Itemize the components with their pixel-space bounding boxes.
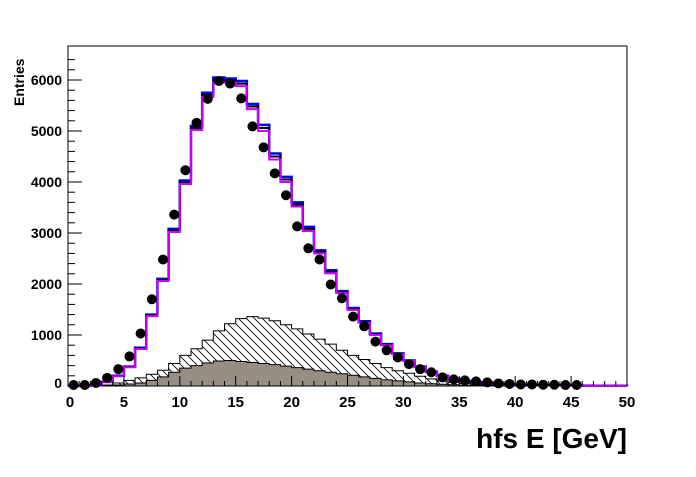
data-point xyxy=(560,379,571,390)
x-tick-label: 45 xyxy=(563,394,580,411)
data-point xyxy=(437,372,448,383)
data-point xyxy=(68,379,79,390)
data-point xyxy=(336,293,347,304)
mc-histogram-line xyxy=(68,81,628,387)
x-tick-label: 15 xyxy=(227,394,244,411)
y-tick-label: 5000 xyxy=(31,123,62,139)
x-tick-label: 25 xyxy=(339,394,356,411)
data-point xyxy=(102,372,113,383)
y-tick-label: 3000 xyxy=(31,225,62,241)
frame xyxy=(67,45,628,387)
data-point xyxy=(258,142,269,153)
y-tick-label: 4000 xyxy=(31,174,62,190)
y-tick-label: 2000 xyxy=(31,276,62,292)
x-tick-label: 50 xyxy=(619,394,636,411)
data-point xyxy=(113,364,124,375)
data-point xyxy=(426,367,437,378)
data-point xyxy=(146,294,157,305)
y-tick-label: 6000 xyxy=(31,72,62,88)
data-point xyxy=(314,254,325,265)
x-axis-label: hfs E [GeV] xyxy=(476,423,627,454)
data-point xyxy=(281,190,292,201)
x-tick-label: 20 xyxy=(283,394,300,411)
data-point xyxy=(515,379,526,390)
data-point xyxy=(292,221,303,232)
x-tick-label: 40 xyxy=(507,394,524,411)
data-point xyxy=(381,345,392,356)
data-point xyxy=(225,78,236,89)
data-point xyxy=(549,379,560,390)
y-tick-label: 1000 xyxy=(31,327,62,343)
data-point xyxy=(180,165,191,176)
data-point xyxy=(471,376,482,387)
data-point xyxy=(459,375,470,386)
data-point xyxy=(169,209,180,220)
data-point xyxy=(202,93,213,104)
data-point xyxy=(493,378,504,389)
data-point xyxy=(325,279,336,290)
data-point xyxy=(124,351,135,362)
data-point xyxy=(403,359,414,370)
data-point xyxy=(415,364,426,375)
data-point xyxy=(482,377,493,388)
mc-histogram-line xyxy=(68,79,628,387)
y-tick-label: 0 xyxy=(54,375,62,391)
x-tick-label: 10 xyxy=(171,394,188,411)
data-point xyxy=(90,377,101,388)
data-point xyxy=(526,379,537,390)
data-point xyxy=(370,336,381,347)
x-tick-label: 5 xyxy=(120,394,128,411)
mc-histogram-line xyxy=(68,76,629,388)
data-point xyxy=(236,93,247,104)
data-point xyxy=(303,243,314,254)
x-tick-label: 0 xyxy=(66,394,74,411)
data-point xyxy=(247,121,258,132)
data-point xyxy=(135,328,146,339)
data-point xyxy=(269,168,280,179)
data-point xyxy=(538,379,549,390)
data-point xyxy=(448,374,459,385)
data-point xyxy=(158,254,169,265)
x-tick-label: 35 xyxy=(451,394,468,411)
data-point xyxy=(392,352,403,363)
data-point xyxy=(504,378,515,389)
data-point xyxy=(571,379,582,390)
data-point xyxy=(79,379,90,390)
data-point xyxy=(359,321,370,332)
data-point xyxy=(348,311,359,322)
data-point xyxy=(213,76,224,87)
y-axis-label: Entries xyxy=(11,58,27,106)
data-point xyxy=(191,117,202,128)
x-tick-label: 30 xyxy=(395,394,412,411)
